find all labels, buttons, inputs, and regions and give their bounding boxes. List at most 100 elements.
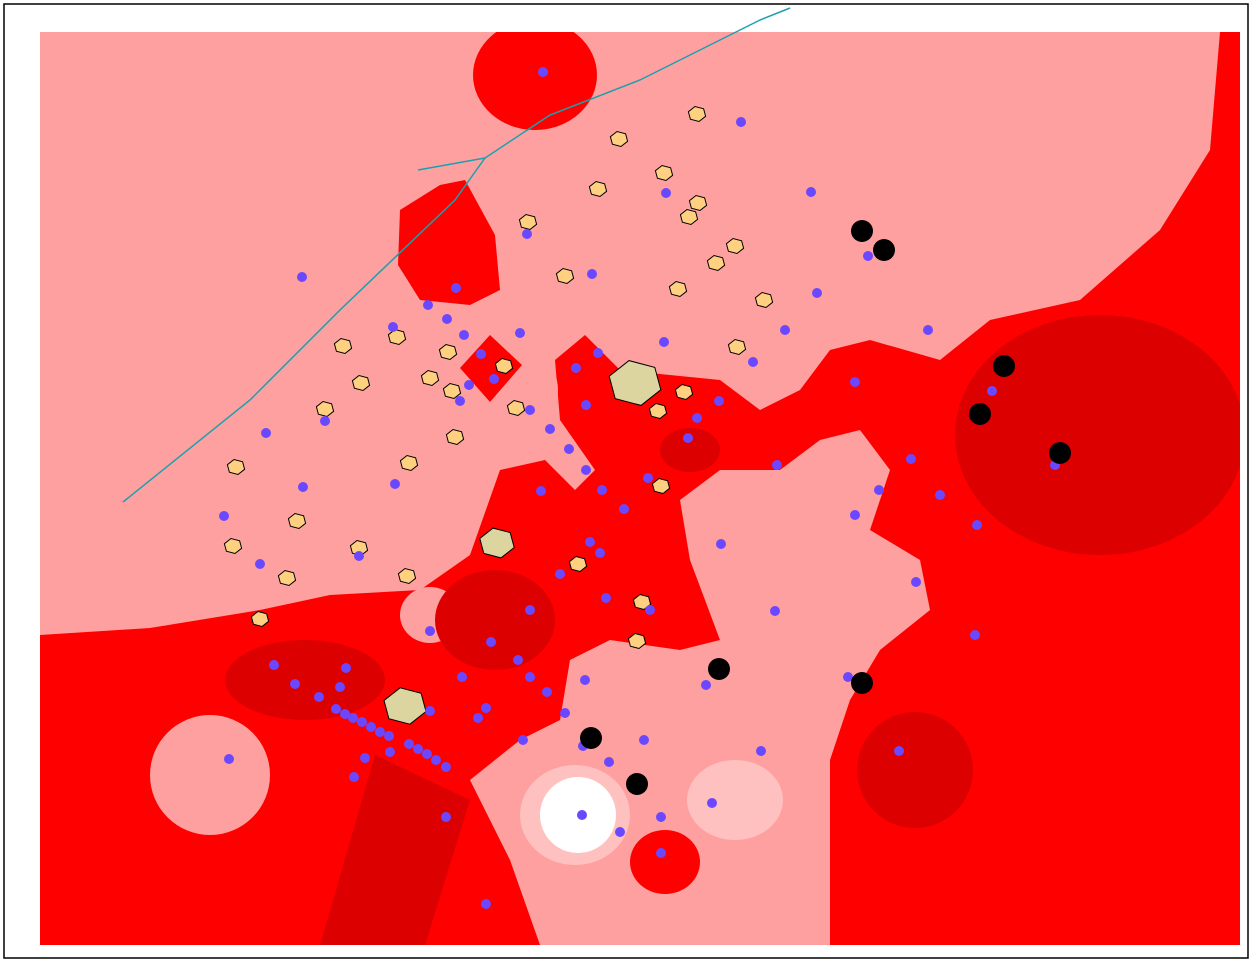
sample-point bbox=[577, 810, 587, 820]
sample-point bbox=[874, 485, 884, 495]
sample-point bbox=[615, 827, 625, 837]
high-zone bbox=[473, 32, 597, 130]
river bbox=[417, 157, 486, 171]
feature-polygon bbox=[351, 374, 371, 392]
sample-point bbox=[442, 314, 452, 324]
sample-point bbox=[656, 812, 666, 822]
sample-point bbox=[513, 655, 523, 665]
sample-point bbox=[390, 479, 400, 489]
sample-point bbox=[736, 117, 746, 127]
sample-point bbox=[812, 288, 822, 298]
site-marker bbox=[969, 403, 991, 425]
site-marker bbox=[873, 239, 895, 261]
sample-point bbox=[585, 537, 595, 547]
sample-point bbox=[536, 486, 546, 496]
site-marker bbox=[626, 773, 648, 795]
feature-polygon bbox=[226, 458, 246, 476]
site-marker bbox=[580, 727, 602, 749]
large-feature bbox=[479, 527, 515, 559]
site-marker bbox=[993, 355, 1015, 377]
sample-point bbox=[645, 605, 655, 615]
sample-point bbox=[441, 762, 451, 772]
sample-point bbox=[486, 637, 496, 647]
feature-polygon bbox=[651, 477, 671, 495]
sample-point bbox=[348, 713, 358, 723]
peak-zone bbox=[320, 755, 470, 945]
peak-zone bbox=[660, 428, 720, 472]
sample-point bbox=[481, 899, 491, 909]
sample-point bbox=[701, 680, 711, 690]
sample-point bbox=[714, 396, 724, 406]
feature-polygon bbox=[725, 237, 745, 255]
sample-point bbox=[850, 377, 860, 387]
sample-point bbox=[770, 606, 780, 616]
sample-point bbox=[580, 675, 590, 685]
sample-point bbox=[542, 687, 552, 697]
sample-point bbox=[525, 405, 535, 415]
sample-point bbox=[341, 663, 351, 673]
sample-point bbox=[224, 754, 234, 764]
sample-point bbox=[335, 682, 345, 692]
feature-polygon bbox=[506, 399, 526, 417]
low-zone bbox=[522, 362, 558, 418]
sample-point bbox=[357, 717, 367, 727]
sample-point bbox=[290, 679, 300, 689]
sample-point bbox=[987, 386, 997, 396]
feature-polygon bbox=[387, 328, 407, 346]
sample-point bbox=[422, 749, 432, 759]
sample-point bbox=[451, 283, 461, 293]
sample-point bbox=[659, 337, 669, 347]
sample-point bbox=[538, 67, 548, 77]
feature-polygon bbox=[494, 357, 514, 375]
feature-polygon bbox=[688, 194, 708, 212]
sample-point bbox=[473, 713, 483, 723]
feature-polygon bbox=[333, 337, 353, 355]
site-marker bbox=[851, 220, 873, 242]
sample-point bbox=[385, 747, 395, 757]
site-marker bbox=[1049, 442, 1071, 464]
sample-point bbox=[455, 396, 465, 406]
sample-point bbox=[560, 708, 570, 718]
feature-polygon bbox=[397, 567, 417, 585]
sample-point bbox=[581, 400, 591, 410]
feature-polygon bbox=[727, 338, 747, 356]
sample-point bbox=[780, 325, 790, 335]
sample-point bbox=[261, 428, 271, 438]
feature-polygon bbox=[442, 382, 462, 400]
sample-point bbox=[619, 504, 629, 514]
feature-polygon bbox=[668, 280, 688, 298]
feature-polygon bbox=[287, 512, 307, 530]
sample-point bbox=[518, 735, 528, 745]
high-zone bbox=[630, 830, 700, 894]
feature-polygon bbox=[518, 213, 538, 231]
features bbox=[223, 105, 774, 725]
sample-point bbox=[692, 413, 702, 423]
sample-point bbox=[525, 672, 535, 682]
sample-point bbox=[388, 322, 398, 332]
sample-point bbox=[425, 626, 435, 636]
sample-points bbox=[219, 67, 1071, 909]
sample-point bbox=[850, 510, 860, 520]
sample-point bbox=[384, 731, 394, 741]
feature-polygon bbox=[250, 610, 270, 628]
sample-point bbox=[413, 744, 423, 754]
sample-point bbox=[587, 269, 597, 279]
sample-point bbox=[661, 188, 671, 198]
feature-polygon bbox=[277, 569, 297, 587]
feature-polygon bbox=[674, 383, 694, 401]
sample-point bbox=[656, 848, 666, 858]
sample-point bbox=[970, 630, 980, 640]
sample-point bbox=[716, 539, 726, 549]
feature-polygon bbox=[654, 164, 674, 182]
sample-point bbox=[375, 727, 385, 737]
sample-point bbox=[360, 753, 370, 763]
site-marker bbox=[708, 658, 730, 680]
sample-point bbox=[863, 251, 873, 261]
sample-point bbox=[297, 272, 307, 282]
sample-point bbox=[515, 328, 525, 338]
feature-polygon bbox=[223, 537, 243, 555]
peak-zone bbox=[435, 570, 555, 670]
feature-polygon bbox=[445, 428, 465, 446]
high-zone bbox=[40, 32, 1240, 945]
sample-point bbox=[604, 757, 614, 767]
